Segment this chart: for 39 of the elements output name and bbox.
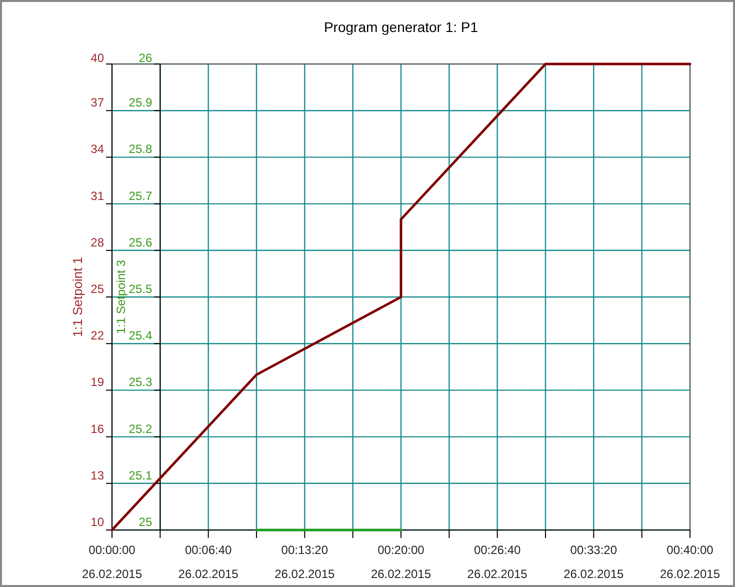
y2-tick-label: 25 — [138, 515, 152, 529]
x-tick-label: 00:06:40 — [184, 543, 232, 557]
y-tick-label: 25 — [90, 282, 104, 296]
y-tick-label: 28 — [90, 235, 104, 250]
y-tick-label: 31 — [90, 188, 104, 203]
text: 26.02.2015 — [564, 567, 624, 581]
y-axis-title: 1:1 Setpoint 1 — [70, 256, 85, 338]
x-tick-label: 00:26:40 — [474, 543, 522, 557]
y-tick-label: 22 — [90, 328, 104, 343]
y-tick-label: 19 — [90, 375, 104, 390]
y2-tick-label: 25.6 — [128, 235, 152, 250]
y2-tick-label: 25.3 — [128, 375, 152, 390]
x-tick-label: 00:40:00 — [666, 543, 714, 557]
y2-tick-label: 25.4 — [128, 328, 152, 343]
text: 26.02.2015 — [467, 567, 528, 581]
chart-title: Program generator 1: P1 — [324, 19, 478, 35]
y2-tick-label: 25.8 — [128, 142, 152, 156]
y2-tick-label: 25.2 — [128, 422, 152, 436]
text: 26.02.2015 — [660, 567, 720, 581]
text: 26.02.2015 — [274, 567, 336, 581]
y-tick-label: 37 — [90, 96, 104, 110]
text: 26.02.2015 — [370, 567, 432, 581]
text: 26.02.2015 — [178, 567, 239, 581]
y2-axis-title: 1:1 Setpoint 3 — [114, 260, 128, 334]
x-tick-label: 00:20:00 — [378, 543, 425, 557]
y2-tick-label: 25.9 — [128, 96, 152, 110]
y2-tick-label: 25.1 — [128, 468, 152, 482]
x-tick-label: 00:00:00 — [88, 543, 136, 557]
y2-tick-label: 25.5 — [128, 282, 152, 296]
y2-tick-label: 26 — [138, 51, 152, 65]
y-tick-label: 40 — [90, 51, 104, 65]
y-tick-label: 10 — [90, 515, 104, 529]
x-tick-label: 00:13:20 — [281, 543, 328, 557]
text: 26.02.2015 — [82, 567, 142, 581]
y-tick-label: 13 — [90, 468, 104, 482]
y-tick-label: 16 — [90, 422, 104, 436]
y-tick-label: 34 — [90, 142, 104, 156]
y2-tick-label: 25.7 — [128, 188, 152, 203]
x-tick-label: 00:33:20 — [570, 543, 618, 557]
